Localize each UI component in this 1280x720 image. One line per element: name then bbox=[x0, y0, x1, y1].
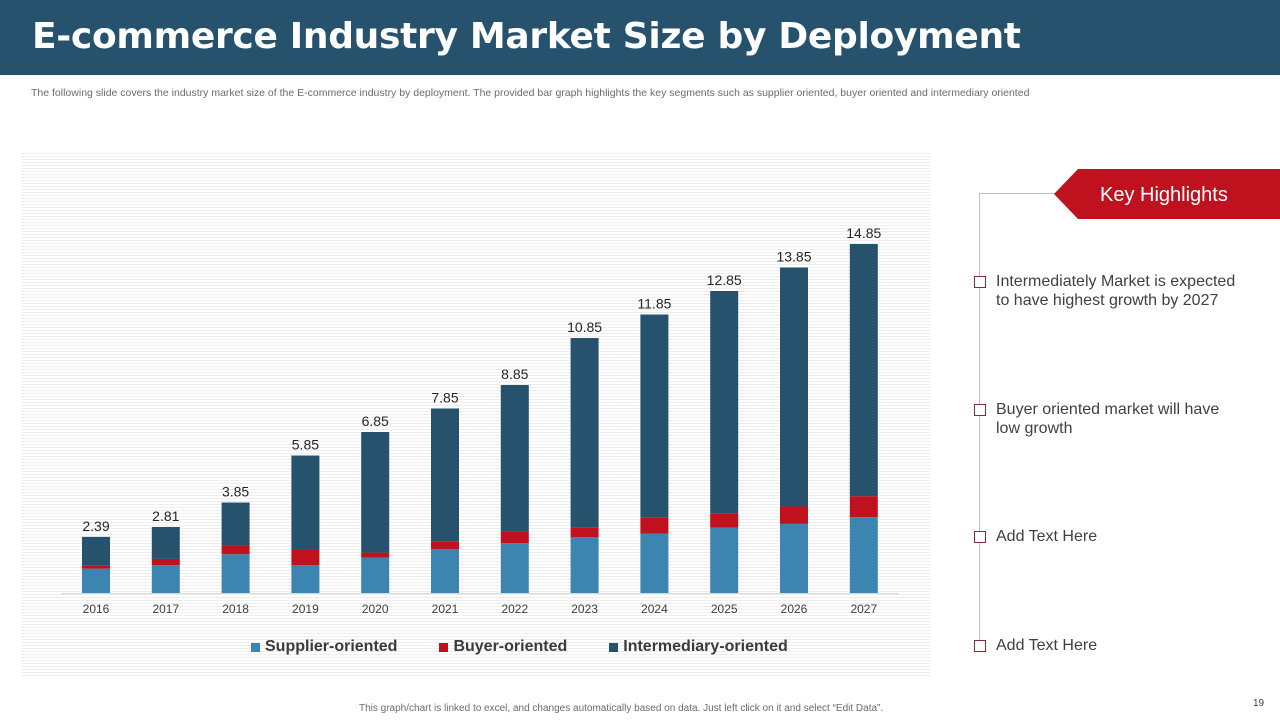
key-highlights-title: Key Highlights bbox=[1100, 184, 1228, 206]
bar-supplier-oriented-2017[interactable] bbox=[151, 565, 180, 593]
data-label-total: 12.85 bbox=[707, 272, 742, 288]
bar-buyer-oriented-2027[interactable] bbox=[849, 496, 878, 518]
data-label-total: 7.85 bbox=[431, 390, 458, 406]
bar-supplier-oriented-2019[interactable] bbox=[291, 565, 320, 593]
timeline-connector bbox=[979, 193, 1079, 194]
checkbox-icon bbox=[974, 640, 986, 652]
bar-buyer-oriented-2017[interactable] bbox=[151, 558, 180, 566]
highlight-item: Buyer oriented market will have low grow… bbox=[974, 400, 1246, 438]
chart-legend: Supplier-oriented Buyer-oriented Interme… bbox=[251, 638, 830, 656]
bar-intermediary-oriented-2018[interactable] bbox=[221, 502, 250, 546]
x-tick-label: 2027 bbox=[850, 602, 877, 616]
highlight-text: Intermediately Market is expected to hav… bbox=[996, 273, 1236, 309]
footer-note: This graph/chart is linked to excel, and… bbox=[359, 703, 884, 714]
x-tick-label: 2023 bbox=[571, 602, 598, 616]
page-title: E-commerce Industry Market Size by Deplo… bbox=[32, 16, 1021, 57]
bar-buyer-oriented-2020[interactable] bbox=[361, 552, 390, 558]
data-label-total: 10.85 bbox=[567, 319, 602, 335]
legend-swatch-buyer bbox=[439, 642, 449, 652]
x-tick-label: 2026 bbox=[781, 602, 808, 616]
header-bar: E-commerce Industry Market Size by Deplo… bbox=[0, 0, 1280, 75]
x-tick-label: 2024 bbox=[641, 602, 668, 616]
highlight-item: Add Text Here bbox=[974, 636, 1246, 655]
data-label-total: 2.81 bbox=[152, 508, 179, 524]
bar-supplier-oriented-2016[interactable] bbox=[82, 568, 110, 593]
slide-description: The following slide covers the industry … bbox=[31, 87, 1030, 99]
x-tick-label: 2016 bbox=[83, 602, 110, 616]
bar-buyer-oriented-2025[interactable] bbox=[710, 513, 739, 528]
bar-buyer-oriented-2024[interactable] bbox=[640, 517, 669, 534]
data-label-total: 14.85 bbox=[846, 225, 881, 241]
legend-swatch-intermediary bbox=[609, 642, 619, 652]
stacked-bar-chart[interactable]: 2.39 2016 2.81 2017 3.85 2018 5.85 2019 6.85 2020… bbox=[21, 151, 930, 678]
chart-area[interactable]: 2.39 2016 2.81 2017 3.85 2018 5.85 2019 6.85 2020… bbox=[21, 151, 930, 678]
data-label-total: 11.85 bbox=[637, 296, 671, 312]
legend-label: Intermediary-oriented bbox=[623, 638, 788, 655]
bar-supplier-oriented-2022[interactable] bbox=[500, 543, 529, 593]
highlight-item: Intermediately Market is expected to hav… bbox=[974, 272, 1246, 310]
highlight-text: Add Text Here bbox=[996, 637, 1098, 654]
x-tick-label: 2018 bbox=[222, 602, 249, 616]
legend-item-intermediary: Intermediary-oriented bbox=[609, 638, 788, 656]
data-label-total: 13.85 bbox=[776, 249, 811, 265]
x-tick-label: 2025 bbox=[711, 602, 738, 616]
bar-supplier-oriented-2018[interactable] bbox=[221, 554, 250, 593]
bar-supplier-oriented-2025[interactable] bbox=[710, 527, 739, 593]
highlight-item: Add Text Here bbox=[974, 527, 1246, 546]
x-tick-label: 2017 bbox=[152, 602, 179, 616]
x-tick-label: 2020 bbox=[362, 602, 389, 616]
legend-item-supplier: Supplier-oriented bbox=[251, 638, 397, 656]
bar-intermediary-oriented-2027[interactable] bbox=[849, 244, 878, 497]
checkbox-icon bbox=[974, 276, 986, 288]
data-label-total: 5.85 bbox=[292, 437, 319, 453]
highlight-text: Buyer oriented market will have low grow… bbox=[996, 401, 1220, 437]
page-number: 19 bbox=[1253, 698, 1265, 709]
data-label-total: 8.85 bbox=[501, 366, 528, 382]
bar-supplier-oriented-2026[interactable] bbox=[780, 523, 808, 593]
checkbox-icon bbox=[974, 404, 986, 416]
bar-buyer-oriented-2023[interactable] bbox=[570, 527, 599, 538]
bar-intermediary-oriented-2021[interactable] bbox=[431, 408, 459, 542]
bar-intermediary-oriented-2025[interactable] bbox=[710, 291, 739, 514]
x-tick-label: 2021 bbox=[432, 602, 459, 616]
x-tick-label: 2019 bbox=[292, 602, 319, 616]
bar-supplier-oriented-2021[interactable] bbox=[431, 549, 459, 593]
bar-intermediary-oriented-2016[interactable] bbox=[82, 536, 110, 566]
data-label-total: 6.85 bbox=[362, 413, 389, 429]
legend-label: Supplier-oriented bbox=[265, 638, 398, 655]
legend-swatch-supplier bbox=[251, 642, 260, 652]
data-label-total: 3.85 bbox=[222, 484, 249, 500]
x-tick-label: 2022 bbox=[501, 602, 528, 616]
bar-intermediary-oriented-2024[interactable] bbox=[640, 314, 669, 518]
bar-supplier-oriented-2023[interactable] bbox=[570, 537, 599, 593]
bar-intermediary-oriented-2022[interactable] bbox=[500, 385, 529, 532]
bar-buyer-oriented-2018[interactable] bbox=[221, 545, 250, 555]
bar-supplier-oriented-2020[interactable] bbox=[361, 557, 390, 593]
checkbox-icon bbox=[974, 531, 986, 543]
bar-buyer-oriented-2021[interactable] bbox=[431, 541, 459, 550]
legend-item-buyer: Buyer-oriented bbox=[439, 638, 567, 656]
bar-buyer-oriented-2019[interactable] bbox=[291, 549, 320, 566]
key-highlights-banner: Key Highlights bbox=[1054, 169, 1280, 219]
bar-buyer-oriented-2022[interactable] bbox=[500, 531, 529, 544]
bar-intermediary-oriented-2020[interactable] bbox=[361, 432, 390, 553]
timeline-line bbox=[979, 193, 980, 645]
bar-intermediary-oriented-2023[interactable] bbox=[570, 338, 599, 528]
bar-intermediary-oriented-2017[interactable] bbox=[151, 526, 180, 559]
bar-buyer-oriented-2026[interactable] bbox=[780, 506, 808, 524]
bar-supplier-oriented-2027[interactable] bbox=[849, 517, 878, 593]
bar-buyer-oriented-2016[interactable] bbox=[82, 565, 110, 569]
bar-intermediary-oriented-2026[interactable] bbox=[780, 267, 808, 507]
highlight-text: Add Text Here bbox=[996, 528, 1098, 545]
bar-intermediary-oriented-2019[interactable] bbox=[291, 455, 320, 550]
bar-supplier-oriented-2024[interactable] bbox=[640, 533, 669, 593]
data-label-total: 2.39 bbox=[82, 518, 109, 534]
legend-label: Buyer-oriented bbox=[453, 638, 568, 655]
